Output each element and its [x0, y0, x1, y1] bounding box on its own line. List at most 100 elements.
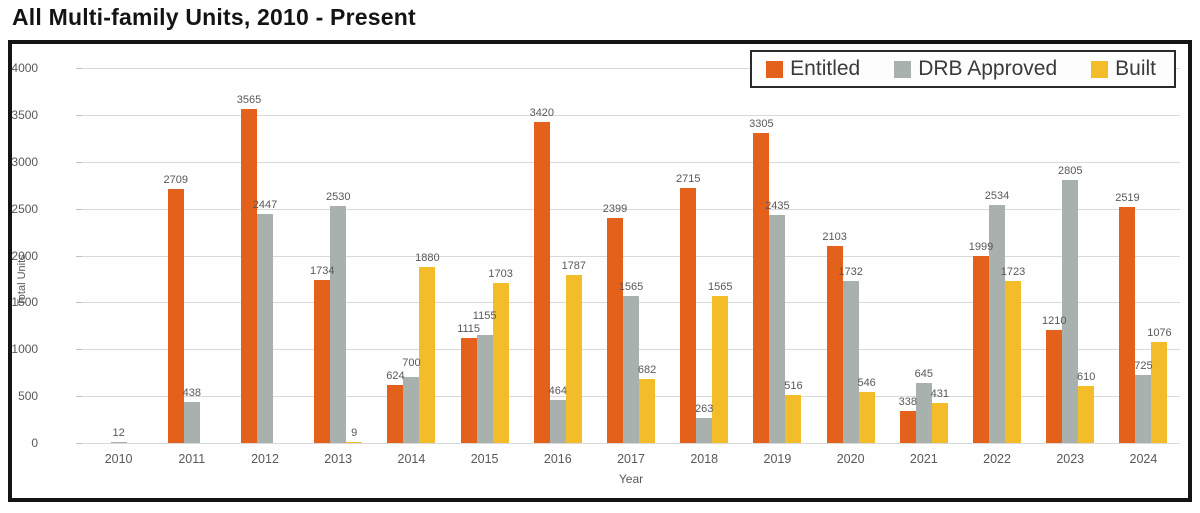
- bar-slot-drb-approved-2013: 2530: [326, 68, 350, 443]
- bar-entitled-2013: [314, 280, 331, 443]
- bar-built-2016: [565, 275, 582, 443]
- bar-group-2016: 3420 464 1787: [521, 68, 594, 443]
- gridline-2000: [82, 255, 1180, 257]
- bar-entitled-2021: [899, 411, 916, 443]
- bar-value-label-drb-approved-2021: 645: [914, 367, 934, 380]
- bar-entitled-2014: [387, 384, 404, 443]
- legend-label: Built: [1115, 57, 1156, 80]
- x-tick-label-2015: 2015: [470, 452, 499, 466]
- bar-slot-built-2011: [200, 68, 216, 443]
- bar-drb-approved-2023: [1062, 180, 1079, 443]
- bar-slot-built-2020: 546: [857, 68, 876, 443]
- bar-group-2024: 2519 725 1076: [1107, 68, 1180, 443]
- bar-drb-approved-2010: [110, 441, 127, 443]
- bar-built-2022: [1005, 281, 1022, 443]
- bar-built-2013: [346, 442, 363, 443]
- bar-value-label-entitled-2020: 2103: [822, 230, 847, 243]
- legend-item-built: Built: [1091, 57, 1156, 81]
- bar-group-2011: 2709 438: [155, 68, 228, 443]
- bar-built-2023: [1078, 385, 1095, 443]
- bar-value-label-entitled-2024: 2519: [1115, 191, 1140, 204]
- bar-entitled-2020: [826, 245, 843, 443]
- bar-slot-entitled-2011: 2709: [164, 68, 188, 443]
- bar-slot-drb-approved-2016: 464: [549, 68, 567, 443]
- legend: Entitled DRB Approved Built: [750, 50, 1176, 88]
- y-tick-label: 2500: [11, 201, 39, 216]
- bar-group-2019: 3305 2435 516: [741, 68, 814, 443]
- bar-value-label-entitled-2012: 3565: [236, 93, 262, 106]
- y-tick-mark: [76, 68, 82, 69]
- x-tick-label-2011: 2011: [178, 452, 206, 466]
- bar-slot-built-2013: 9: [346, 68, 363, 443]
- bar-value-label-built-2016: 1787: [561, 260, 587, 273]
- bar-entitled-2024: [1119, 206, 1136, 443]
- bar-groups: 12 2709 438 3565 2447 1734 2530 9 624 700 1880 1115…: [82, 68, 1180, 443]
- bar-slot-built-2015: 1703: [488, 68, 513, 443]
- bar-value-label-drb-approved-2023: 2805: [1057, 165, 1083, 178]
- y-tick-mark: [76, 443, 82, 444]
- x-axis-tick-labels: 2010 2011 2012 2013 2014 2015 2016 2017 2018 2019…: [82, 452, 1180, 466]
- x-tick-label-2016: 2016: [543, 452, 572, 466]
- bar-value-label-drb-approved-2024: 725: [1134, 360, 1153, 373]
- bar-value-label-drb-approved-2014: 700: [402, 356, 421, 369]
- x-tick-label-2014: 2014: [397, 452, 426, 466]
- bar-entitled-2015: [460, 338, 477, 443]
- bar-slot-entitled-2015: 1115: [457, 68, 480, 443]
- bar-slot-drb-approved-2012: 2447: [253, 68, 277, 443]
- bar-built-2014: [419, 266, 436, 443]
- y-tick-label: 3000: [11, 154, 39, 169]
- bar-entitled-2016: [533, 122, 550, 443]
- bar-slot-entitled-2023: 1210: [1042, 68, 1066, 443]
- bar-group-2021: 338 645 431: [887, 68, 960, 443]
- bar-slot-entitled-2021: 338: [899, 68, 917, 443]
- gridline-2500: [82, 208, 1180, 210]
- y-tick-label: 2000: [11, 248, 39, 263]
- bar-entitled-2017: [607, 218, 624, 443]
- y-tick-mark: [76, 349, 82, 351]
- bar-group-2018: 2715 263 1565: [668, 68, 741, 443]
- bar-drb-approved-2012: [257, 213, 273, 443]
- bar-slot-drb-approved-2020: 1732: [838, 68, 863, 443]
- bar-value-label-drb-approved-2018: 263: [695, 403, 714, 416]
- gridline-4000: [82, 68, 1180, 69]
- bar-value-label-built-2024: 1076: [1147, 327, 1172, 340]
- bar-value-label-built-2014: 1880: [415, 251, 440, 264]
- bar-built-2020: [858, 391, 875, 443]
- bar-value-label-entitled-2011: 2709: [163, 174, 189, 187]
- x-tick-label-2019: 2019: [763, 452, 792, 466]
- bar-value-label-entitled-2022: 1999: [968, 240, 994, 253]
- bar-value-label-built-2021: 431: [930, 387, 950, 400]
- bar-built-2017: [639, 379, 656, 443]
- bar-slot-drb-approved-2024: 725: [1134, 68, 1153, 443]
- bar-slot-entitled-2010: [95, 68, 111, 443]
- bar-value-label-built-2023: 610: [1077, 370, 1096, 383]
- bar-slot-entitled-2019: 3305: [749, 68, 774, 443]
- bar-slot-entitled-2024: 2519: [1115, 68, 1140, 443]
- bar-slot-entitled-2013: 1734: [310, 68, 334, 443]
- bar-value-label-drb-approved-2010: 12: [112, 426, 125, 439]
- gridline-3000: [82, 161, 1180, 163]
- bar-value-label-drb-approved-2017: 1565: [618, 281, 644, 294]
- bar-group-2015: 1115 1155 1703: [448, 68, 521, 443]
- bar-built-2019: [785, 394, 802, 443]
- bar-value-label-built-2017: 682: [637, 364, 657, 377]
- bar-slot-built-2014: 1880: [415, 68, 440, 443]
- bar-value-label-entitled-2015: 1115: [457, 323, 481, 336]
- bar-slot-drb-approved-2010: 12: [110, 68, 127, 443]
- bar-built-2024: [1151, 342, 1168, 443]
- bar-slot-entitled-2020: 2103: [822, 68, 847, 443]
- bar-slot-built-2023: 610: [1077, 68, 1096, 443]
- x-tick-label-2017: 2017: [617, 452, 645, 466]
- bar-slot-drb-approved-2018: 263: [695, 68, 714, 443]
- y-tick-label: 4000: [11, 61, 39, 75]
- x-tick-label-2018: 2018: [690, 452, 719, 466]
- bar-drb-approved-2019: [769, 214, 786, 443]
- bar-slot-drb-approved-2014: 700: [402, 68, 421, 443]
- bar-slot-built-2012: [273, 68, 289, 443]
- y-tick-mark: [76, 208, 82, 210]
- bar-group-2012: 3565 2447: [228, 68, 301, 443]
- bar-built-2018: [712, 296, 729, 443]
- bar-value-label-entitled-2023: 1210: [1041, 314, 1067, 327]
- bar-slot-drb-approved-2015: 1155: [473, 68, 496, 443]
